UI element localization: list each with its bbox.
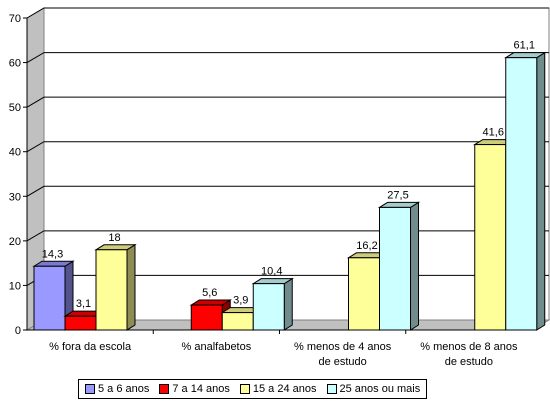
x-tick-label: de estudo <box>445 356 493 368</box>
bar <box>64 315 97 331</box>
legend-label: 25 anos ou mais <box>339 383 421 395</box>
y-tick-label: 40 <box>9 147 21 159</box>
bar <box>95 249 128 331</box>
bar <box>252 283 285 331</box>
data-label: 5,6 <box>202 287 217 299</box>
bar-side <box>126 243 136 331</box>
bar <box>348 257 380 331</box>
y-tick-label: 60 <box>9 58 21 70</box>
data-label: 10,4 <box>261 266 282 278</box>
x-tick-label: % fora da escola <box>49 341 132 353</box>
bar <box>190 304 223 331</box>
data-label: 61,1 <box>514 40 535 52</box>
y-tick-label: 0 <box>15 325 21 337</box>
bar <box>474 144 507 331</box>
x-tick-label: % menos de 4 anos <box>294 341 392 353</box>
data-label: 16,2 <box>356 240 377 252</box>
gridline <box>26 96 549 108</box>
legend-swatch <box>326 384 337 394</box>
legend-label: 7 a 14 anos <box>172 383 230 395</box>
data-label: 3,9 <box>233 295 248 307</box>
bar-side <box>410 201 419 331</box>
bar <box>221 312 254 331</box>
y-tick-label: 70 <box>9 13 21 25</box>
x-tick-label: % analfabetos <box>182 341 252 353</box>
gridline <box>26 52 549 64</box>
data-label: 3,1 <box>76 298 91 310</box>
data-label: 41,6 <box>483 127 504 139</box>
bar-side <box>283 277 293 331</box>
bar <box>33 265 66 331</box>
bar <box>505 57 538 331</box>
legend-label: 15 a 24 anos <box>252 383 317 395</box>
gridline <box>26 185 549 197</box>
y-tick-label: 10 <box>9 280 21 292</box>
y-tick-label: 30 <box>9 191 21 203</box>
legend-item: 25 anos ou mais <box>326 383 421 395</box>
legend: 5 a 6 anos 7 a 14 anos 15 a 24 anos 25 anos… <box>78 379 428 399</box>
legend-item: 5 a 6 anos <box>85 383 149 395</box>
legend-swatch <box>85 384 95 394</box>
data-label: 27,5 <box>387 189 408 201</box>
legend-item: 7 a 14 anos <box>159 383 230 395</box>
bar-side <box>536 51 546 331</box>
bar <box>379 206 411 331</box>
data-label: 18 <box>108 232 120 244</box>
y-tick-label: 50 <box>9 102 21 114</box>
legend-swatch <box>239 384 250 394</box>
legend-label: 5 a 6 anos <box>98 383 150 395</box>
x-tick-label: de estudo <box>318 356 366 368</box>
y-tick-label: 20 <box>9 236 21 248</box>
gridline <box>26 141 549 153</box>
gridline <box>26 7 549 19</box>
legend-item: 15 a 24 anos <box>239 383 317 395</box>
x-tick-label: % menos de 8 anos <box>420 341 518 353</box>
legend-swatch <box>159 384 170 394</box>
data-label: 14,3 <box>42 248 63 260</box>
